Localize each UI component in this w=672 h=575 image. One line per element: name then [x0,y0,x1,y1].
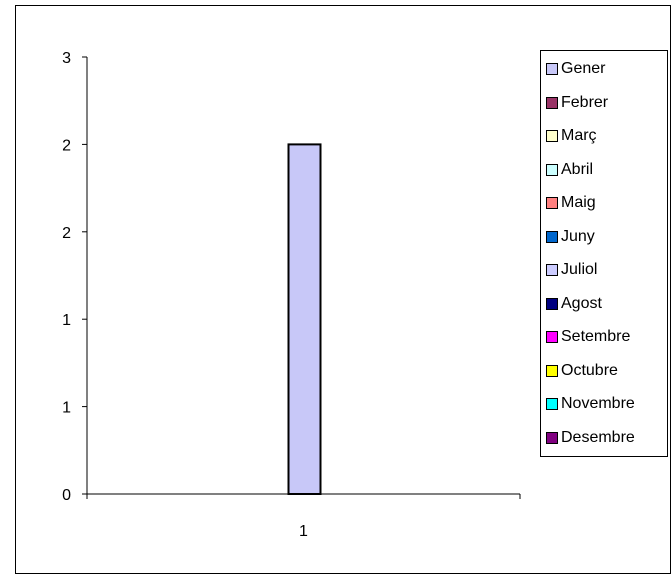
legend-item: Maig [546,193,596,213]
legend-label: Setembre [561,328,631,345]
legend-swatch [546,197,558,209]
legend-label: Juny [561,227,595,245]
legend-item: Febrer [546,93,608,113]
legend-swatch [546,331,558,343]
legend-label: Febrer [561,93,609,111]
legend-swatch [546,230,558,243]
y-tick-label: 1 [62,312,71,329]
legend-swatch [546,364,558,377]
x-tick-label: 1 [299,523,308,540]
legend-label: Juliol [561,261,598,278]
legend-item: Juny [546,227,595,247]
legend-item: Abril [546,160,593,180]
y-tick-label: 2 [62,137,71,154]
legend-label: Març [561,127,597,144]
legend-swatch [546,264,558,276]
legend-label: Desembre [561,428,635,446]
legend-label: Gener [561,60,606,77]
bar-gener [287,143,322,495]
legend-label: Novembre [561,395,635,412]
legend-label: Octubre [561,361,618,379]
legend-item: Juliol [546,260,597,280]
y-tick-label: 3 [62,50,71,67]
legend-item: Agost [546,294,602,314]
legend-label: Maig [561,194,596,211]
legend-swatch [546,431,558,444]
legend-swatch [546,398,558,410]
legend-swatch [546,96,558,109]
legend-swatch [546,297,558,310]
y-tick-label: 1 [62,400,71,417]
legend-item: Octubre [546,361,618,381]
y-tick-label: 0 [62,487,71,504]
legend-label: Abril [561,160,594,178]
legend-item: Gener [546,59,605,79]
legend-swatch [546,130,558,142]
legend-item: Març [546,126,597,146]
legend-label: Agost [561,294,602,312]
legend: Gener Febrer Març Abril Maig Juny Juliol Agost S… [540,50,668,457]
legend-swatch [546,163,558,176]
legend-swatch [546,63,558,75]
y-tick-label: 2 [62,225,71,242]
legend-item: Desembre [546,428,635,448]
legend-item: Novembre [546,394,635,414]
legend-item: Setembre [546,327,630,347]
